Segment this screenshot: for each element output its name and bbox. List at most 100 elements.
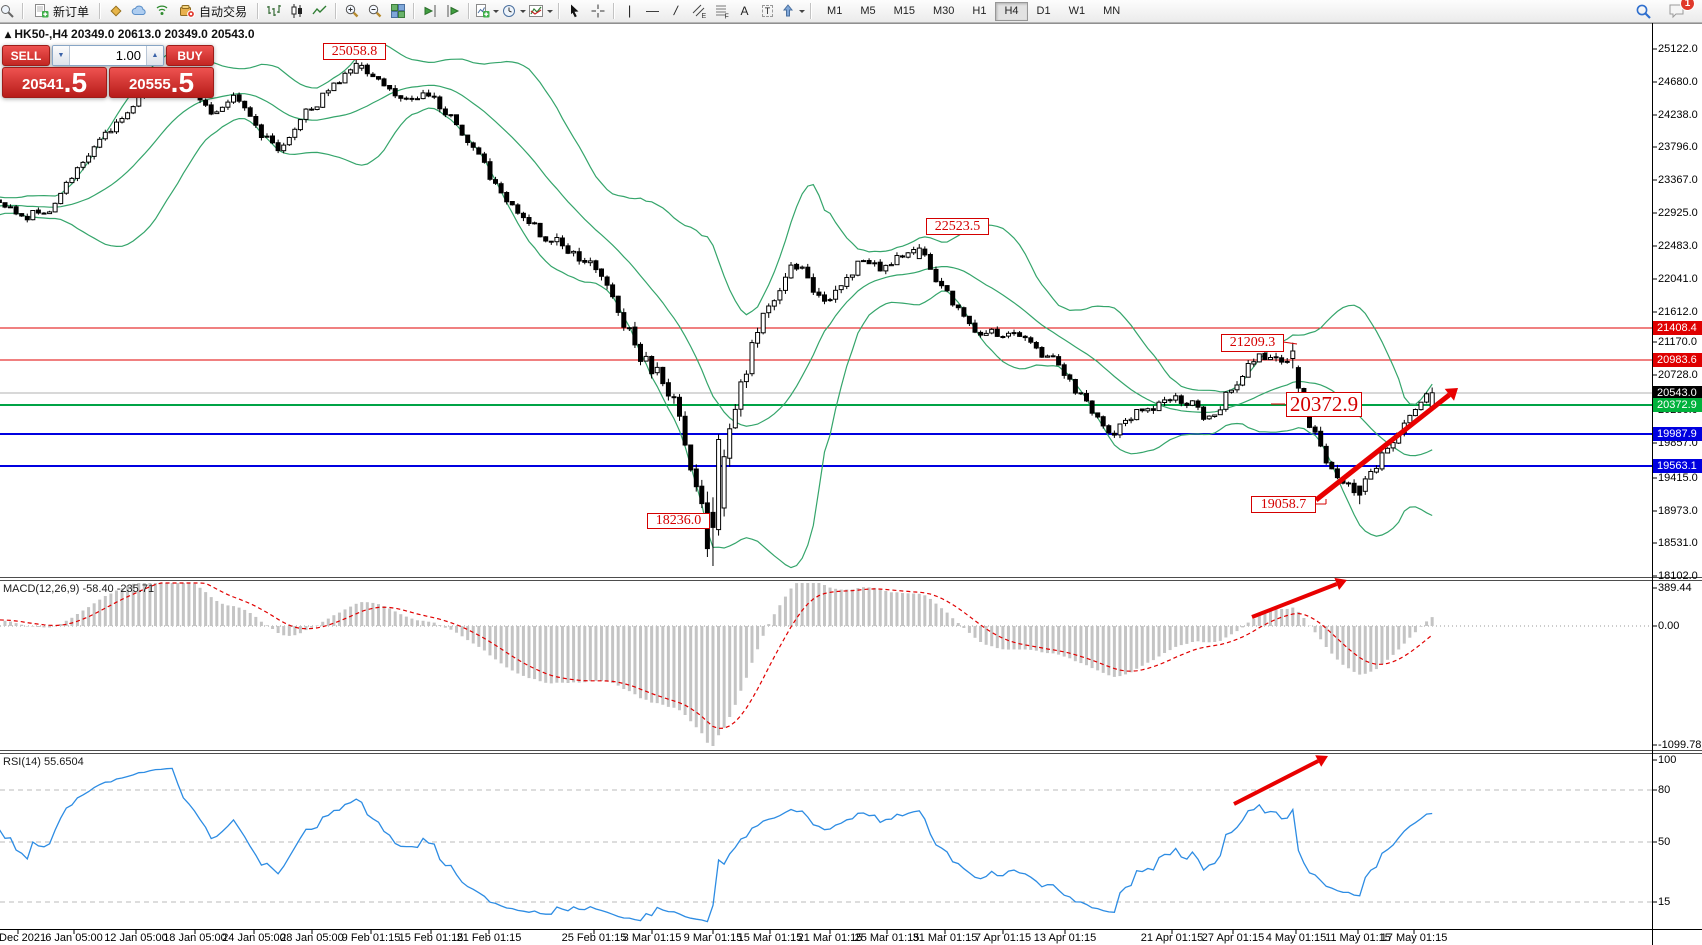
label-button[interactable]: T bbox=[756, 1, 779, 21]
chart-shift-button[interactable] bbox=[441, 1, 464, 21]
profile-diamond-icon bbox=[110, 5, 122, 17]
vertical-line-icon: | bbox=[627, 3, 632, 18]
zoom-out-icon bbox=[368, 4, 381, 18]
line-chart-icon bbox=[311, 5, 327, 15]
volume-decrease-button[interactable]: ▼ bbox=[53, 46, 70, 65]
new-order-label: 新订单 bbox=[53, 4, 90, 19]
timeframe-m15[interactable]: M15 bbox=[885, 2, 924, 21]
timeframe-mn[interactable]: MN bbox=[1094, 2, 1129, 21]
search-button[interactable] bbox=[1632, 1, 1655, 21]
candlestick-chart-button[interactable] bbox=[285, 1, 308, 21]
annotation-label[interactable]: 18236.0 bbox=[647, 513, 710, 529]
annotation-label[interactable]: 20372.9 bbox=[1286, 392, 1362, 417]
trend-arrow-3[interactable] bbox=[1233, 755, 1328, 806]
macd-signal-line bbox=[0, 582, 1433, 729]
cloud-button[interactable] bbox=[127, 1, 150, 21]
vertical-line-button[interactable]: | bbox=[618, 1, 641, 21]
toolbar-separator bbox=[335, 3, 337, 19]
signals-button[interactable] bbox=[150, 1, 173, 21]
trendline-button[interactable]: / bbox=[664, 1, 687, 21]
line-chart-button[interactable] bbox=[308, 1, 331, 21]
new-order-button[interactable]: 新订单 bbox=[27, 1, 95, 21]
macd-label: MACD(12,26,9) -58.40 -235.71 bbox=[3, 583, 155, 595]
annotation-label[interactable]: 21209.3 bbox=[1221, 334, 1284, 352]
window-button[interactable] bbox=[0, 1, 18, 21]
magnifier-icon bbox=[0, 5, 14, 18]
chart-canvas[interactable] bbox=[0, 23, 1702, 945]
auto-scroll-icon bbox=[424, 5, 436, 17]
text-button[interactable]: A bbox=[733, 1, 756, 21]
timeframe-m1[interactable]: M1 bbox=[818, 2, 851, 21]
chart-title: ▴ HK50-,H4 20349.0 20613.0 20349.0 20543… bbox=[5, 27, 255, 41]
tile-windows-button[interactable] bbox=[386, 1, 409, 21]
chevron-down-icon bbox=[799, 10, 806, 16]
annotation-label[interactable]: 25058.8 bbox=[323, 43, 386, 60]
trend-arrow-2[interactable] bbox=[1251, 577, 1347, 619]
rsi-line bbox=[0, 767, 1433, 923]
chart-title-text: HK50-,H4 20349.0 20613.0 20349.0 20543.0 bbox=[14, 27, 255, 41]
fibo-letter: F bbox=[724, 14, 728, 20]
bb-lower-band bbox=[0, 107, 1433, 569]
channel-icon: E bbox=[692, 4, 706, 19]
timeframe-m5[interactable]: M5 bbox=[851, 2, 884, 21]
toolbar-separator bbox=[468, 3, 470, 19]
toolbar-separator bbox=[413, 3, 415, 19]
rsi-label: RSI(14) 55.6504 bbox=[3, 756, 84, 768]
zoom-in-button[interactable] bbox=[340, 1, 363, 21]
auto-scroll-button[interactable] bbox=[418, 1, 441, 21]
volume-stepper: ▼ ▲ bbox=[52, 45, 164, 66]
toolbar-separator bbox=[22, 3, 23, 19]
new-chart-dropdown[interactable] bbox=[473, 1, 500, 21]
text-icon: A bbox=[740, 4, 749, 18]
macd-pane bbox=[0, 582, 1652, 746]
sell-button[interactable]: SELL bbox=[2, 45, 50, 66]
horizontal-line-button[interactable]: — bbox=[641, 1, 664, 21]
main-toolbar: 新订单 自动交易 bbox=[0, 0, 1702, 23]
bar-chart-icon bbox=[266, 5, 281, 16]
buy-price-display[interactable]: 20555.5 bbox=[109, 67, 214, 98]
search-icon bbox=[1636, 4, 1651, 19]
timeframe-m30[interactable]: M30 bbox=[924, 2, 963, 21]
cursor-button[interactable] bbox=[563, 1, 586, 21]
crosshair-button[interactable] bbox=[586, 1, 609, 21]
toolbar-right: 1 bbox=[1632, 0, 1700, 21]
chat-button[interactable]: 1 bbox=[1665, 0, 1695, 21]
period-dropdown[interactable] bbox=[500, 1, 527, 21]
signals-icon bbox=[156, 5, 167, 15]
triangle-up-icon: ▲ bbox=[151, 52, 159, 59]
timeframe-w1[interactable]: W1 bbox=[1060, 2, 1095, 21]
volume-increase-button[interactable]: ▲ bbox=[146, 46, 163, 65]
annotation-leader bbox=[1282, 341, 1298, 345]
arrows-dropdown[interactable] bbox=[779, 1, 806, 21]
trend-arrow-1[interactable] bbox=[1314, 388, 1458, 502]
profile-button[interactable] bbox=[104, 1, 127, 21]
candlestick-chart-icon bbox=[291, 4, 302, 18]
indicators-icon bbox=[529, 5, 544, 17]
bar-chart-button[interactable] bbox=[262, 1, 285, 21]
annotation-label[interactable]: 19058.7 bbox=[1251, 496, 1316, 513]
timeframe-group: M1 M5 M15 M30 H1 H4 D1 W1 MN bbox=[818, 1, 1129, 21]
timeframe-h4[interactable]: H4 bbox=[995, 1, 1028, 21]
timeframe-h1[interactable]: H1 bbox=[963, 2, 995, 21]
fibonacci-button[interactable]: F bbox=[710, 1, 733, 21]
candles bbox=[0, 53, 1435, 566]
channel-button[interactable]: E bbox=[687, 1, 710, 21]
chevron-down-icon bbox=[547, 10, 554, 16]
cursor-icon bbox=[570, 4, 579, 18]
new-chart-icon bbox=[476, 4, 490, 18]
auto-trading-label: 自动交易 bbox=[199, 4, 248, 19]
window-marker-icon: ▴ bbox=[5, 27, 12, 41]
sell-price-display[interactable]: 20541.5 bbox=[2, 67, 107, 98]
indicators-dropdown[interactable] bbox=[527, 1, 554, 21]
volume-input[interactable] bbox=[70, 46, 146, 65]
auto-trading-button[interactable]: 自动交易 bbox=[173, 1, 253, 21]
main-pane bbox=[0, 43, 1652, 569]
rsi-pane bbox=[0, 767, 1652, 923]
buy-button[interactable]: BUY bbox=[166, 45, 214, 66]
timeframe-d1[interactable]: D1 bbox=[1028, 2, 1060, 21]
annotation-label[interactable]: 22523.5 bbox=[926, 218, 989, 235]
chevron-down-icon bbox=[520, 10, 527, 16]
zoom-out-button[interactable] bbox=[363, 1, 386, 21]
cloud-icon bbox=[131, 5, 146, 15]
